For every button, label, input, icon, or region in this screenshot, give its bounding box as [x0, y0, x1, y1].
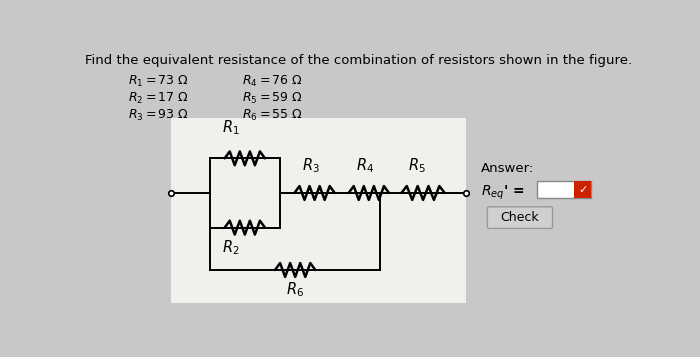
FancyBboxPatch shape — [487, 207, 552, 228]
Text: $R_5$: $R_5$ — [408, 156, 426, 175]
Bar — [537, 181, 592, 198]
Text: $R_1 = 73\ \Omega$: $R_1 = 73\ \Omega$ — [128, 74, 189, 89]
Text: $R_6$: $R_6$ — [286, 281, 304, 300]
Text: Check: Check — [500, 211, 539, 224]
Text: Answer:: Answer: — [481, 162, 535, 175]
Text: ✓: ✓ — [578, 185, 587, 195]
Text: $R_3 = 93\ \Omega$: $R_3 = 93\ \Omega$ — [128, 107, 189, 122]
Text: $R_4 = 76\ \Omega$: $R_4 = 76\ \Omega$ — [242, 74, 304, 89]
Text: $R_1$: $R_1$ — [222, 118, 239, 137]
Bar — [574, 181, 592, 198]
Text: $R_3$: $R_3$ — [302, 156, 320, 175]
Text: $R_6 = 55\ \Omega$: $R_6 = 55\ \Omega$ — [242, 107, 304, 122]
Text: $R_{eq}$' =: $R_{eq}$' = — [481, 184, 524, 202]
Text: $R_2$: $R_2$ — [222, 238, 239, 257]
Text: $R_2 = 17\ \Omega$: $R_2 = 17\ \Omega$ — [128, 91, 189, 106]
Bar — [172, 118, 466, 303]
Text: $R_5 = 59\ \Omega$: $R_5 = 59\ \Omega$ — [242, 91, 303, 106]
Text: Find the equivalent resistance of the combination of resistors shown in the figu: Find the equivalent resistance of the co… — [85, 54, 632, 67]
Text: $R_4$: $R_4$ — [356, 156, 374, 175]
